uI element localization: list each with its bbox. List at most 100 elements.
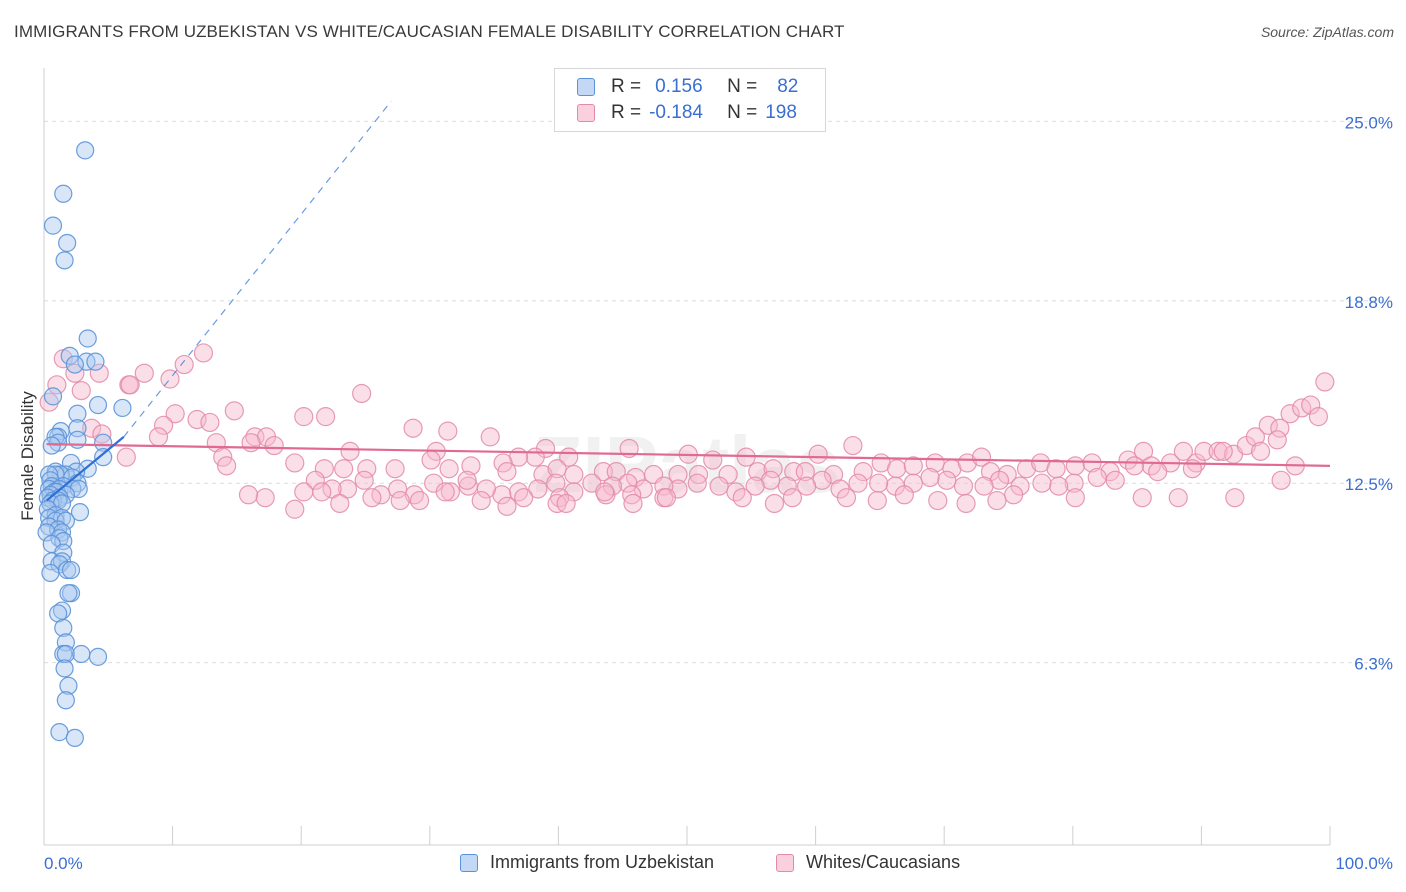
point-whites: [987, 490, 1007, 511]
axes: [43, 68, 1331, 846]
point-whites: [148, 427, 169, 447]
series-immigrants-uzbekistan: [37, 141, 132, 748]
point-whites: [795, 462, 815, 482]
point-whites: [1315, 372, 1335, 392]
point-whites: [745, 476, 765, 496]
point-uzbekistan: [94, 448, 113, 467]
bottom-legend-swatch-pink: [776, 853, 794, 872]
point-whites: [887, 459, 907, 479]
point-whites: [848, 473, 868, 493]
point-whites: [1065, 456, 1085, 476]
point-uzbekistan: [42, 436, 61, 455]
point-whites: [264, 435, 284, 456]
point-whites: [404, 485, 424, 505]
point-whites: [1250, 441, 1271, 461]
point-whites: [937, 470, 957, 490]
point-whites: [1173, 441, 1193, 461]
point-whites: [354, 470, 374, 490]
point-whites: [1148, 462, 1168, 482]
point-whites: [390, 490, 410, 511]
point-whites: [47, 375, 67, 395]
legend-row-uzbekistan: R = 0.156 N = 82: [577, 75, 798, 99]
point-whites: [997, 464, 1017, 485]
point-whites: [808, 444, 828, 464]
point-whites: [953, 476, 974, 496]
point-whites: [869, 473, 889, 493]
point-whites: [362, 488, 382, 508]
trend-line-whites: [46, 443, 1331, 467]
point-whites: [403, 418, 423, 438]
point-whites: [732, 488, 752, 508]
legend-n-value: 198: [765, 102, 797, 123]
point-whites: [654, 476, 674, 496]
point-whites: [623, 493, 643, 514]
point-whites: [903, 456, 923, 476]
trend-line-uzbekistan-extrapolated: [123, 100, 392, 438]
point-whites: [971, 447, 992, 467]
point-whites: [1270, 418, 1290, 438]
point-whites: [160, 369, 180, 389]
point-whites: [656, 488, 677, 508]
point-whites: [340, 441, 360, 461]
point-whites: [956, 493, 976, 514]
point-uzbekistan: [70, 503, 90, 522]
point-whites: [330, 493, 350, 514]
point-whites: [1065, 488, 1085, 508]
point-whites: [668, 464, 688, 485]
point-whites: [388, 479, 408, 499]
y-tick-label: 6.3%: [1354, 655, 1393, 674]
point-uzbekistan: [50, 723, 69, 742]
point-whites: [920, 467, 940, 488]
point-whites: [116, 447, 136, 467]
grid: [44, 120, 1392, 664]
point-uzbekistan: [68, 404, 87, 423]
point-whites: [836, 488, 857, 508]
point-whites: [763, 459, 783, 479]
point-whites: [440, 482, 460, 502]
point-whites: [1124, 456, 1145, 476]
bottom-legend-uzbekistan: Immigrants from Uzbekistan: [460, 852, 714, 873]
point-uzbekistan: [43, 216, 63, 235]
point-uzbekistan: [88, 647, 108, 666]
point-uzbekistan: [72, 644, 91, 664]
point-uzbekistan: [54, 618, 73, 638]
source-label: Source: ZipAtlas.com: [1260, 24, 1394, 40]
y-tick-label: 18.8%: [1345, 293, 1393, 312]
point-whites: [528, 479, 548, 499]
point-whites: [547, 459, 567, 479]
point-whites: [385, 459, 405, 479]
legend-swatch-blue: [577, 78, 595, 96]
point-whites: [1032, 473, 1052, 493]
legend-n-label: N =: [727, 76, 758, 97]
point-whites: [853, 462, 873, 482]
point-whites: [867, 490, 887, 511]
legend-n-label: N =: [727, 102, 758, 123]
point-whites: [1004, 485, 1024, 505]
point-uzbekistan: [59, 676, 78, 695]
point-whites: [928, 490, 948, 511]
point-uzbekistan: [94, 433, 113, 452]
point-whites: [564, 464, 584, 485]
series-whites-caucasians: [39, 343, 1335, 519]
point-whites: [1301, 395, 1321, 415]
point-whites: [285, 453, 305, 473]
point-whites: [458, 476, 478, 496]
point-whites: [153, 415, 174, 435]
point-whites: [89, 363, 109, 383]
point-whites: [957, 453, 977, 473]
point-whites: [471, 490, 491, 511]
point-whites: [1267, 430, 1287, 450]
point-uzbekistan: [55, 251, 74, 270]
point-whites: [81, 418, 102, 438]
point-whites: [71, 380, 91, 401]
point-whites: [514, 488, 534, 508]
point-whites: [525, 447, 545, 467]
point-whites: [1194, 441, 1214, 461]
point-whites: [709, 476, 729, 496]
point-uzbekistan: [65, 355, 84, 374]
point-whites: [546, 473, 566, 493]
chart-title: IMMIGRANTS FROM UZBEKISTAN VS WHITE/CAUC…: [14, 22, 845, 41]
point-uzbekistan: [43, 387, 63, 406]
point-whites: [595, 482, 615, 502]
